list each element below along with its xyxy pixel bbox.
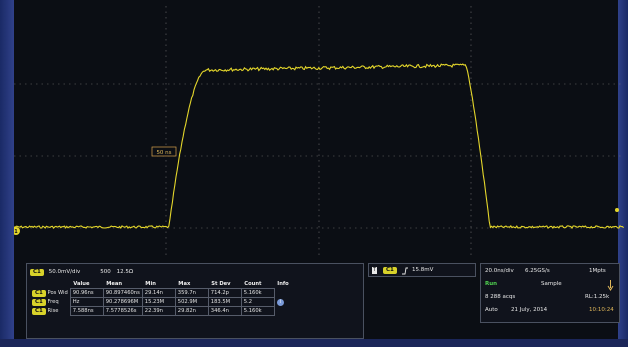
- measurement-row-pos-wid[interactable]: C1 Pos Wid 90.96ns 90.897460ns 29.14n 35…: [30, 288, 307, 298]
- measurement-panel: C1 50.0mV/div 500 12.5Ω Value Mean Min M…: [26, 263, 364, 339]
- timebase: 20.0ns/div: [485, 268, 514, 274]
- measurement-value: 7.588ns: [69, 306, 104, 316]
- measurement-mean: 90.278696M: [102, 297, 143, 307]
- channel-badge: C1: [32, 298, 46, 306]
- trigger-status-arrow-icon: [607, 280, 614, 291]
- channel-1-ground-marker[interactable]: 1: [14, 227, 20, 235]
- measurement-row-freq[interactable]: C1 Freq Hz 90.278696M 15.23M 502.9M 183.…: [30, 297, 307, 307]
- cursor-label-text: 50 ns: [156, 150, 171, 156]
- rising-edge-icon: [402, 267, 408, 275]
- measurement-header: Count: [244, 281, 262, 287]
- run-status: Run: [485, 281, 498, 287]
- trigger-channel-badge: C1: [383, 267, 397, 274]
- measurement-mean: 90.897460ns: [102, 288, 143, 298]
- channel-badge: C1: [30, 269, 44, 276]
- measurement-value: Hz: [69, 297, 104, 307]
- measurement-row-rise[interactable]: C1 Rise 7.588ns 7.5778526s 22.39n 29.82n…: [30, 306, 307, 316]
- measurement-max: 359.7n: [174, 288, 209, 298]
- acquisition-panel[interactable]: 20.0ns/div 6.25GS/s 1Mpts Run Sample 8 2…: [480, 263, 620, 323]
- measurement-table: Value Mean Min Max St Dev Count Info C1 …: [30, 280, 307, 316]
- measurement-header: St Dev: [211, 281, 231, 287]
- trigger-level: 15.8mV: [412, 267, 434, 273]
- trigger-level-marker[interactable]: [615, 208, 619, 212]
- cursor-label[interactable]: 50 ns: [151, 146, 177, 157]
- measurement-stdev: 714.2p: [207, 288, 242, 298]
- channel-impedance: 12.5Ω: [116, 269, 134, 275]
- measurement-mean: 7.5778526s: [102, 306, 143, 316]
- measurement-min: 29.14n: [141, 288, 176, 298]
- measurement-header: [30, 280, 70, 289]
- measurement-value: 90.96ns: [69, 288, 104, 298]
- measurement-name: Pos Wid: [47, 289, 68, 296]
- measurement-min: 15.23M: [141, 297, 176, 307]
- measurement-header: Value: [73, 281, 90, 287]
- measurement-header-row: Value Mean Min Max St Dev Count Info: [30, 280, 307, 289]
- channel-scale: 50.0mV/div: [48, 269, 81, 275]
- svg-text:1: 1: [14, 229, 18, 235]
- bezel-right: [618, 0, 628, 347]
- measurement-count: 5.160k: [240, 306, 275, 316]
- measurement-count: 5.2: [240, 297, 275, 307]
- channel-readout[interactable]: C1 50.0mV/div 500 12.5Ω: [30, 267, 133, 276]
- record-length-setting: RL:1.25k: [585, 294, 610, 300]
- measurement-name: Freq: [47, 298, 59, 305]
- measurement-header: Mean: [106, 281, 123, 287]
- info-icon[interactable]: i: [276, 298, 284, 306]
- measurement-stdev: 183.5M: [207, 297, 242, 307]
- grid-lines: [14, 6, 624, 258]
- channel-badge: C1: [32, 307, 46, 315]
- time: 10:10:24: [589, 307, 614, 313]
- trigger-mode: Auto: [485, 307, 498, 313]
- measurement-stdev: 346.4n: [207, 306, 242, 316]
- measurement-header: Min: [145, 281, 156, 287]
- waveform-graticule[interactable]: 50 ns 1: [14, 6, 624, 258]
- trigger-panel[interactable]: T C1 15.8mV: [368, 263, 476, 277]
- measurement-count: 5.160k: [240, 288, 275, 298]
- channel-badge: C1: [32, 289, 46, 297]
- acquisition-count: 8 288 acqs: [485, 294, 516, 300]
- measurement-max: 29.82n: [174, 306, 209, 316]
- acquisition-mode: Sample: [541, 281, 562, 287]
- channel-1-waveform: [14, 63, 624, 230]
- trigger-source-icon: T: [372, 267, 378, 274]
- sample-rate: 6.25GS/s: [525, 268, 550, 274]
- channel-bandwidth: 500: [100, 269, 111, 275]
- bezel-left: [0, 0, 14, 347]
- measurement-max: 502.9M: [174, 297, 209, 307]
- measurement-min: 22.39n: [141, 306, 176, 316]
- record-length: 1Mpts: [589, 268, 606, 274]
- date: 21 July, 2014: [511, 307, 548, 313]
- bezel-bottom: [0, 339, 628, 347]
- measurement-header: Max: [178, 281, 191, 287]
- measurement-name: Rise: [47, 307, 59, 314]
- measurement-header: Info: [277, 281, 289, 288]
